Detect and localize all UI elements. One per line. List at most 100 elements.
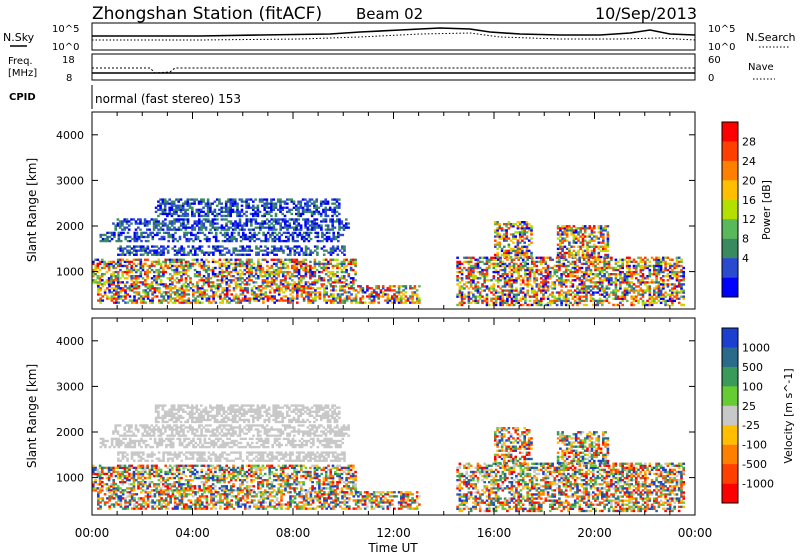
echo-cell — [197, 210, 201, 214]
echo-cell — [128, 287, 132, 290]
echo-cell — [151, 231, 155, 235]
echo-cell — [162, 237, 166, 241]
echo-cell — [514, 255, 517, 259]
echo-cell — [310, 202, 314, 205]
echo-cell — [211, 202, 214, 205]
echo-cell — [324, 200, 327, 203]
echo-cell — [598, 293, 602, 296]
echo-cell — [248, 268, 251, 272]
echo-cell — [384, 293, 387, 296]
echo-cell — [478, 287, 482, 290]
echo-cell — [322, 202, 325, 205]
echo-cell — [614, 273, 618, 276]
echo-cell — [368, 301, 371, 304]
echo-cell — [535, 285, 539, 288]
echo-cell — [517, 301, 520, 305]
echo-cell — [236, 262, 240, 266]
echo-cell — [196, 275, 199, 278]
echo-cell — [637, 262, 640, 266]
echo-cell — [239, 249, 242, 252]
echo-cell — [211, 283, 215, 286]
echo-cell — [341, 251, 344, 254]
echo-cell — [528, 266, 532, 270]
echo-cell — [221, 301, 224, 304]
echo-cell — [313, 202, 316, 205]
echo-cell — [268, 285, 272, 288]
echo-cell — [583, 249, 587, 253]
echo-cell — [277, 293, 281, 296]
echo-cell — [521, 229, 524, 232]
echo-cell — [533, 291, 536, 294]
echo-cell — [108, 291, 111, 294]
echo-cell — [110, 287, 114, 290]
echo-cell — [598, 281, 602, 284]
echo-cell — [469, 279, 473, 282]
echo-cell — [402, 285, 405, 288]
echo-cell — [159, 206, 162, 209]
echo-cell — [174, 231, 177, 235]
echo-cell — [158, 441, 161, 445]
echo-cell — [578, 266, 581, 270]
echo-cell — [675, 289, 679, 292]
echo-cell — [542, 260, 545, 264]
echo-cell — [179, 228, 183, 231]
echo-cell — [516, 241, 520, 244]
echo-cell — [343, 289, 347, 292]
echo-cell — [306, 281, 310, 284]
echo-cell — [512, 281, 516, 284]
echo-cell — [255, 247, 258, 250]
echo-cell — [354, 293, 358, 296]
echo-cell — [562, 258, 566, 261]
echo-cell — [326, 228, 330, 231]
echo-cell — [160, 439, 164, 443]
echo-cell — [209, 228, 212, 231]
echo-cell — [241, 262, 244, 266]
echo-cell — [271, 287, 274, 290]
echo-cell — [293, 251, 297, 254]
echo-cell — [119, 295, 123, 298]
echo-cell — [121, 270, 124, 274]
echo-cell — [578, 279, 581, 282]
echo-cell — [278, 231, 281, 235]
echo-cell — [150, 260, 154, 264]
echo-cell — [169, 289, 172, 292]
echo-cell — [332, 237, 335, 241]
echo-cell — [192, 289, 195, 292]
echo-cell — [193, 214, 196, 218]
echo-cell — [137, 258, 140, 261]
echo-cell — [259, 264, 262, 268]
echo-cell — [293, 266, 296, 270]
echo-cell — [625, 277, 629, 280]
echo-cell — [103, 289, 107, 292]
echo-cell — [635, 277, 638, 280]
echo-cell — [173, 222, 176, 225]
echo-cell — [322, 218, 325, 221]
echo-cell — [313, 270, 317, 274]
echo-cell — [400, 295, 403, 298]
echo-cell — [270, 273, 274, 276]
echo-cell — [467, 275, 471, 278]
echo-cell — [154, 210, 158, 214]
echo-cell — [499, 287, 502, 290]
echo-cell — [139, 273, 143, 276]
echo-cell — [334, 249, 337, 252]
echo-cell — [218, 245, 222, 248]
echo-cell — [293, 222, 296, 225]
echo-cell — [248, 239, 252, 243]
echo-cell — [333, 202, 337, 205]
echo-cell — [176, 289, 179, 292]
echo-cell — [239, 301, 243, 304]
echo-cell — [254, 266, 258, 270]
echo-cell — [535, 297, 539, 300]
echo-cell — [659, 293, 663, 296]
echo-cell — [186, 222, 190, 225]
echo-cell — [655, 291, 658, 294]
echo-cell — [216, 260, 219, 264]
echo-cell — [268, 291, 272, 294]
echo-cell — [123, 270, 127, 274]
echo-cell — [313, 228, 316, 231]
echo-cell — [494, 301, 498, 305]
echo-cell — [680, 260, 683, 264]
echo-cell — [530, 241, 533, 244]
echo-cell — [512, 289, 516, 292]
